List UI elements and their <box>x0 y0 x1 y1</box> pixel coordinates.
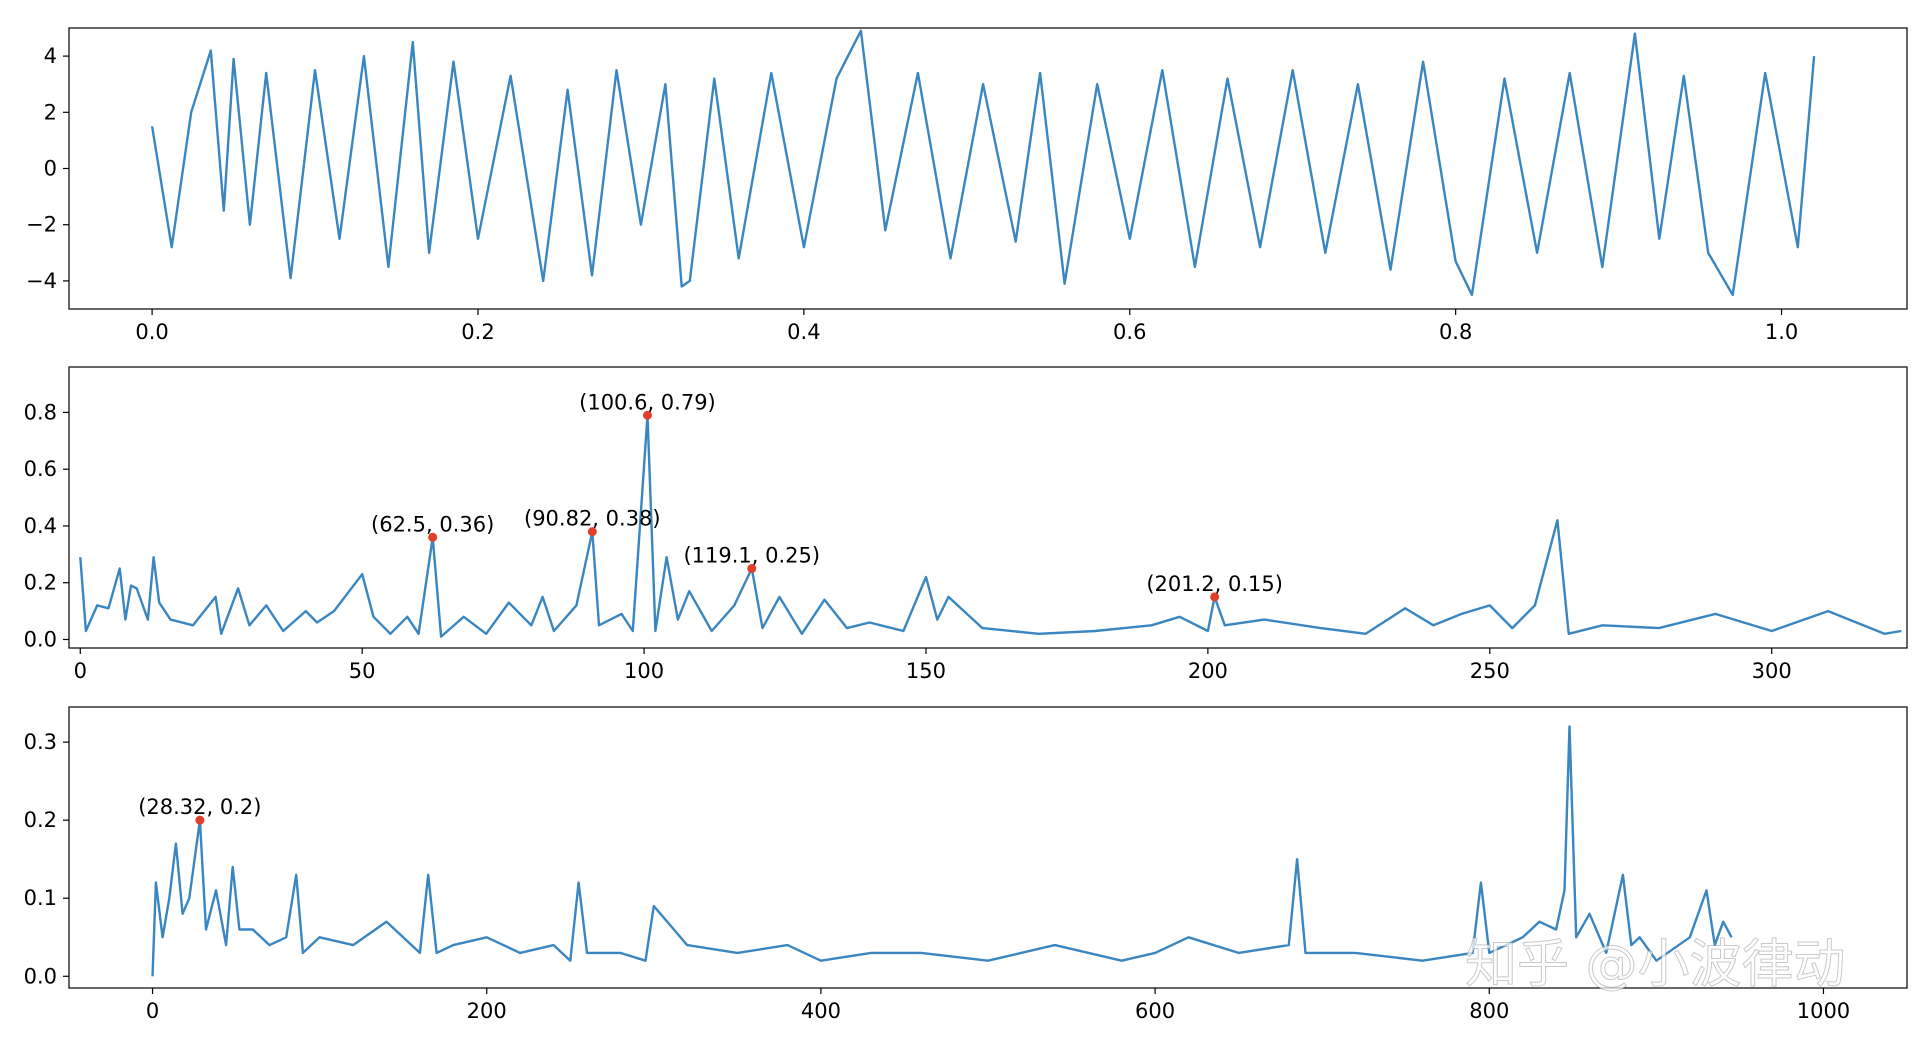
spectrum-1-xtick-label: 200 <box>1188 659 1228 683</box>
time-signal-ytick-label: −4 <box>26 269 57 293</box>
spectrum-2-xtick-label: 1000 <box>1797 999 1850 1023</box>
time-signal-series-line <box>150 29 1816 297</box>
spectrum-2-xtick-label: 800 <box>1469 999 1509 1023</box>
time-signal-ytick-label: 0 <box>44 157 57 181</box>
spectrum-1-peak-label: (119.1, 0.25) <box>683 544 820 568</box>
spectrum-1-xtick-label: 150 <box>906 659 946 683</box>
spectrum-2-ytick-label: 0.3 <box>24 730 57 754</box>
spectrum-2-peak-marker <box>195 815 205 825</box>
spectrum-1-xtick-label: 0 <box>74 659 87 683</box>
time-signal-xtick-label: 0.4 <box>787 320 820 344</box>
spectrum-2-series-line <box>151 725 1733 977</box>
spectrum-2-xtick-label: 0 <box>146 999 159 1023</box>
spectrum-2-xtick-label: 200 <box>467 999 507 1023</box>
spectrum-1-peak-marker <box>642 410 652 420</box>
time-signal-plot: 0.0 0.2 0.4 0.6 0.8 1.0 −4 −2 0 2 4 <box>26 27 1908 344</box>
time-signal-ytick-label: 2 <box>44 100 57 124</box>
spectrum-1-peak-label: (201.2, 0.15) <box>1146 572 1283 596</box>
time-signal-xtick-label: 0.6 <box>1113 320 1146 344</box>
time-signal-xtick-label: 0.8 <box>1439 320 1472 344</box>
spectrum-plot-2: 0 200 400 600 800 1000 0.0 0.1 0.2 0.3 (28.32, 0.2… <box>24 706 1908 1023</box>
spectrum-1-xtick-label: 300 <box>1752 659 1792 683</box>
spectrum-2-peak-label: (28.32, 0.2) <box>138 795 261 819</box>
spectrum-1-peak-label: (100.6, 0.79) <box>579 390 716 414</box>
time-signal-xtick-label: 0.0 <box>135 320 168 344</box>
spectrum-1-xtick-label: 250 <box>1470 659 1510 683</box>
spectrum-1-ytick-label: 0.6 <box>24 457 57 481</box>
spectrum-1-ytick-label: 0.8 <box>24 400 57 424</box>
time-signal-xtick-label: 1.0 <box>1765 320 1798 344</box>
spectrum-2-ytick-label: 0.1 <box>24 886 57 910</box>
spectrum-1-peak-label: (90.82, 0.38) <box>524 507 661 531</box>
spectrum-2-ytick-label: 0.0 <box>24 964 57 988</box>
watermark-text: 知乎 @小波律动 <box>1465 935 1846 995</box>
spectrum-1-peak-label: (62.5, 0.36) <box>371 512 494 536</box>
spectrum-1-axes-frame <box>68 366 1908 649</box>
spectrum-1-peak-marker <box>428 532 438 542</box>
spectrum-2-xtick-label: 600 <box>1135 999 1175 1023</box>
spectrum-1-peak-marker <box>587 527 597 537</box>
spectrum-1-peak-marker <box>1210 592 1220 602</box>
time-signal-ytick-label: −2 <box>26 213 57 237</box>
spectrum-1-peak-marker <box>747 564 757 574</box>
spectrum-1-ytick-label: 0.4 <box>24 514 57 538</box>
spectrum-2-ytick-label: 0.2 <box>24 808 57 832</box>
time-signal-axes-frame <box>68 27 1908 310</box>
time-signal-ytick-label: 4 <box>44 44 57 68</box>
spectrum-1-ytick-label: 0.0 <box>24 627 57 651</box>
spectrum-1-series-line <box>79 414 1902 638</box>
time-signal-xtick-label: 0.2 <box>461 320 494 344</box>
spectrum-plot-1: 0 50 100 150 200 250 300 0.0 0.2 0.4 0.6 0.8 (62.5, … <box>24 366 1908 683</box>
spectrum-1-xtick-label: 50 <box>349 659 376 683</box>
spectrum-2-axes-frame <box>68 706 1908 989</box>
spectrum-1-ytick-label: 0.2 <box>24 571 57 595</box>
spectrum-1-xtick-label: 100 <box>624 659 664 683</box>
spectrum-2-xtick-label: 400 <box>801 999 841 1023</box>
